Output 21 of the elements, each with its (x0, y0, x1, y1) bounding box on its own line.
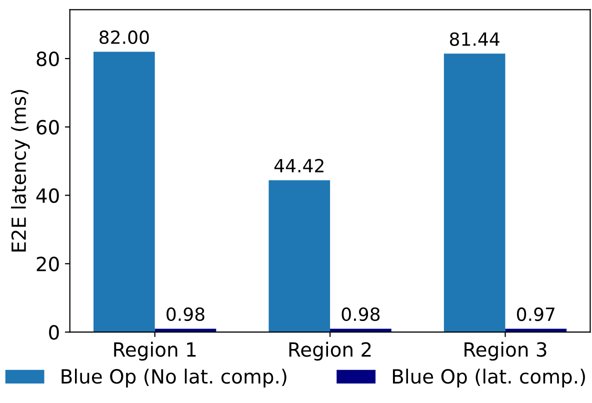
x-tick-label: Region 2 (289, 342, 371, 361)
legend-label: Blue Op (No lat. comp.) (62, 368, 286, 388)
x-tick-label: Region 3 (464, 342, 546, 361)
text: 82.00 (100, 30, 149, 44)
text: 44.42 (274, 158, 324, 172)
y-axis-title: E2E latency (ms) (11, 90, 30, 252)
bar (330, 328, 392, 332)
bar (444, 54, 506, 332)
text: 0.98 (342, 307, 380, 322)
y-tick-label: 40 (36, 188, 59, 203)
bar (268, 180, 330, 332)
x-tick-label: Region 1 (114, 342, 196, 361)
y-tick-label: 20 (36, 256, 59, 272)
text: 81.44 (450, 32, 500, 46)
text: 0.98 (166, 307, 204, 322)
y-tick-label: 80 (36, 52, 59, 66)
y-tick-label: 0 (49, 325, 59, 340)
text: 0.97 (517, 307, 554, 322)
y-tick-label: 60 (36, 120, 59, 135)
bar (94, 52, 155, 332)
legend-label: Blue Op (lat. comp.) (392, 368, 585, 388)
